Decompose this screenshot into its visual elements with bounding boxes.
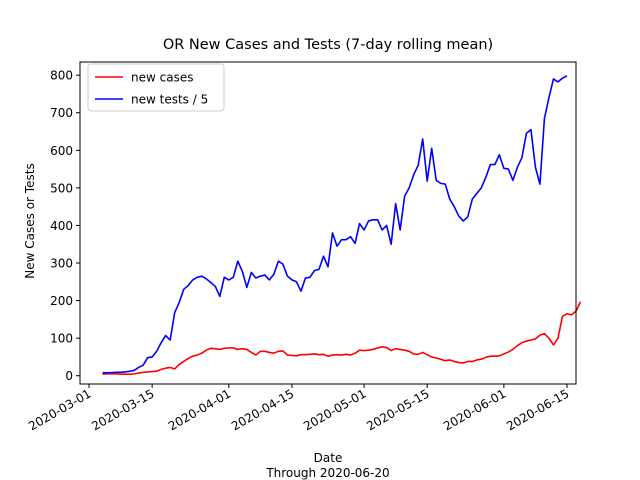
y-axis-label: New Cases or Tests	[23, 163, 37, 278]
y-tick-label-0: 0	[65, 369, 73, 383]
series-line-0	[102, 301, 582, 376]
legend-label-1: new tests / 5	[131, 93, 208, 107]
legend-label-0: new cases	[131, 71, 193, 85]
y-tick-label-2: 200	[50, 294, 73, 308]
x-axis-sublabel: Through 2020-06-20	[265, 466, 389, 480]
plot-area	[102, 75, 582, 376]
y-tick-label-5: 500	[50, 181, 73, 195]
chart-title: OR New Cases and Tests (7-day rolling me…	[163, 37, 493, 53]
legend: new cases new tests / 5	[87, 63, 225, 112]
axes-frame	[79, 61, 577, 385]
x-axis-label: Date	[314, 451, 343, 465]
y-tick-label-3: 300	[50, 257, 73, 271]
y-tick-label-7: 700	[50, 106, 73, 120]
series-line-1	[102, 75, 568, 374]
y-tick-label-8: 800	[50, 69, 73, 83]
y-tick-label-1: 100	[50, 332, 73, 346]
y-tick-label-4: 400	[50, 219, 73, 233]
y-tick-label-6: 600	[50, 144, 73, 158]
